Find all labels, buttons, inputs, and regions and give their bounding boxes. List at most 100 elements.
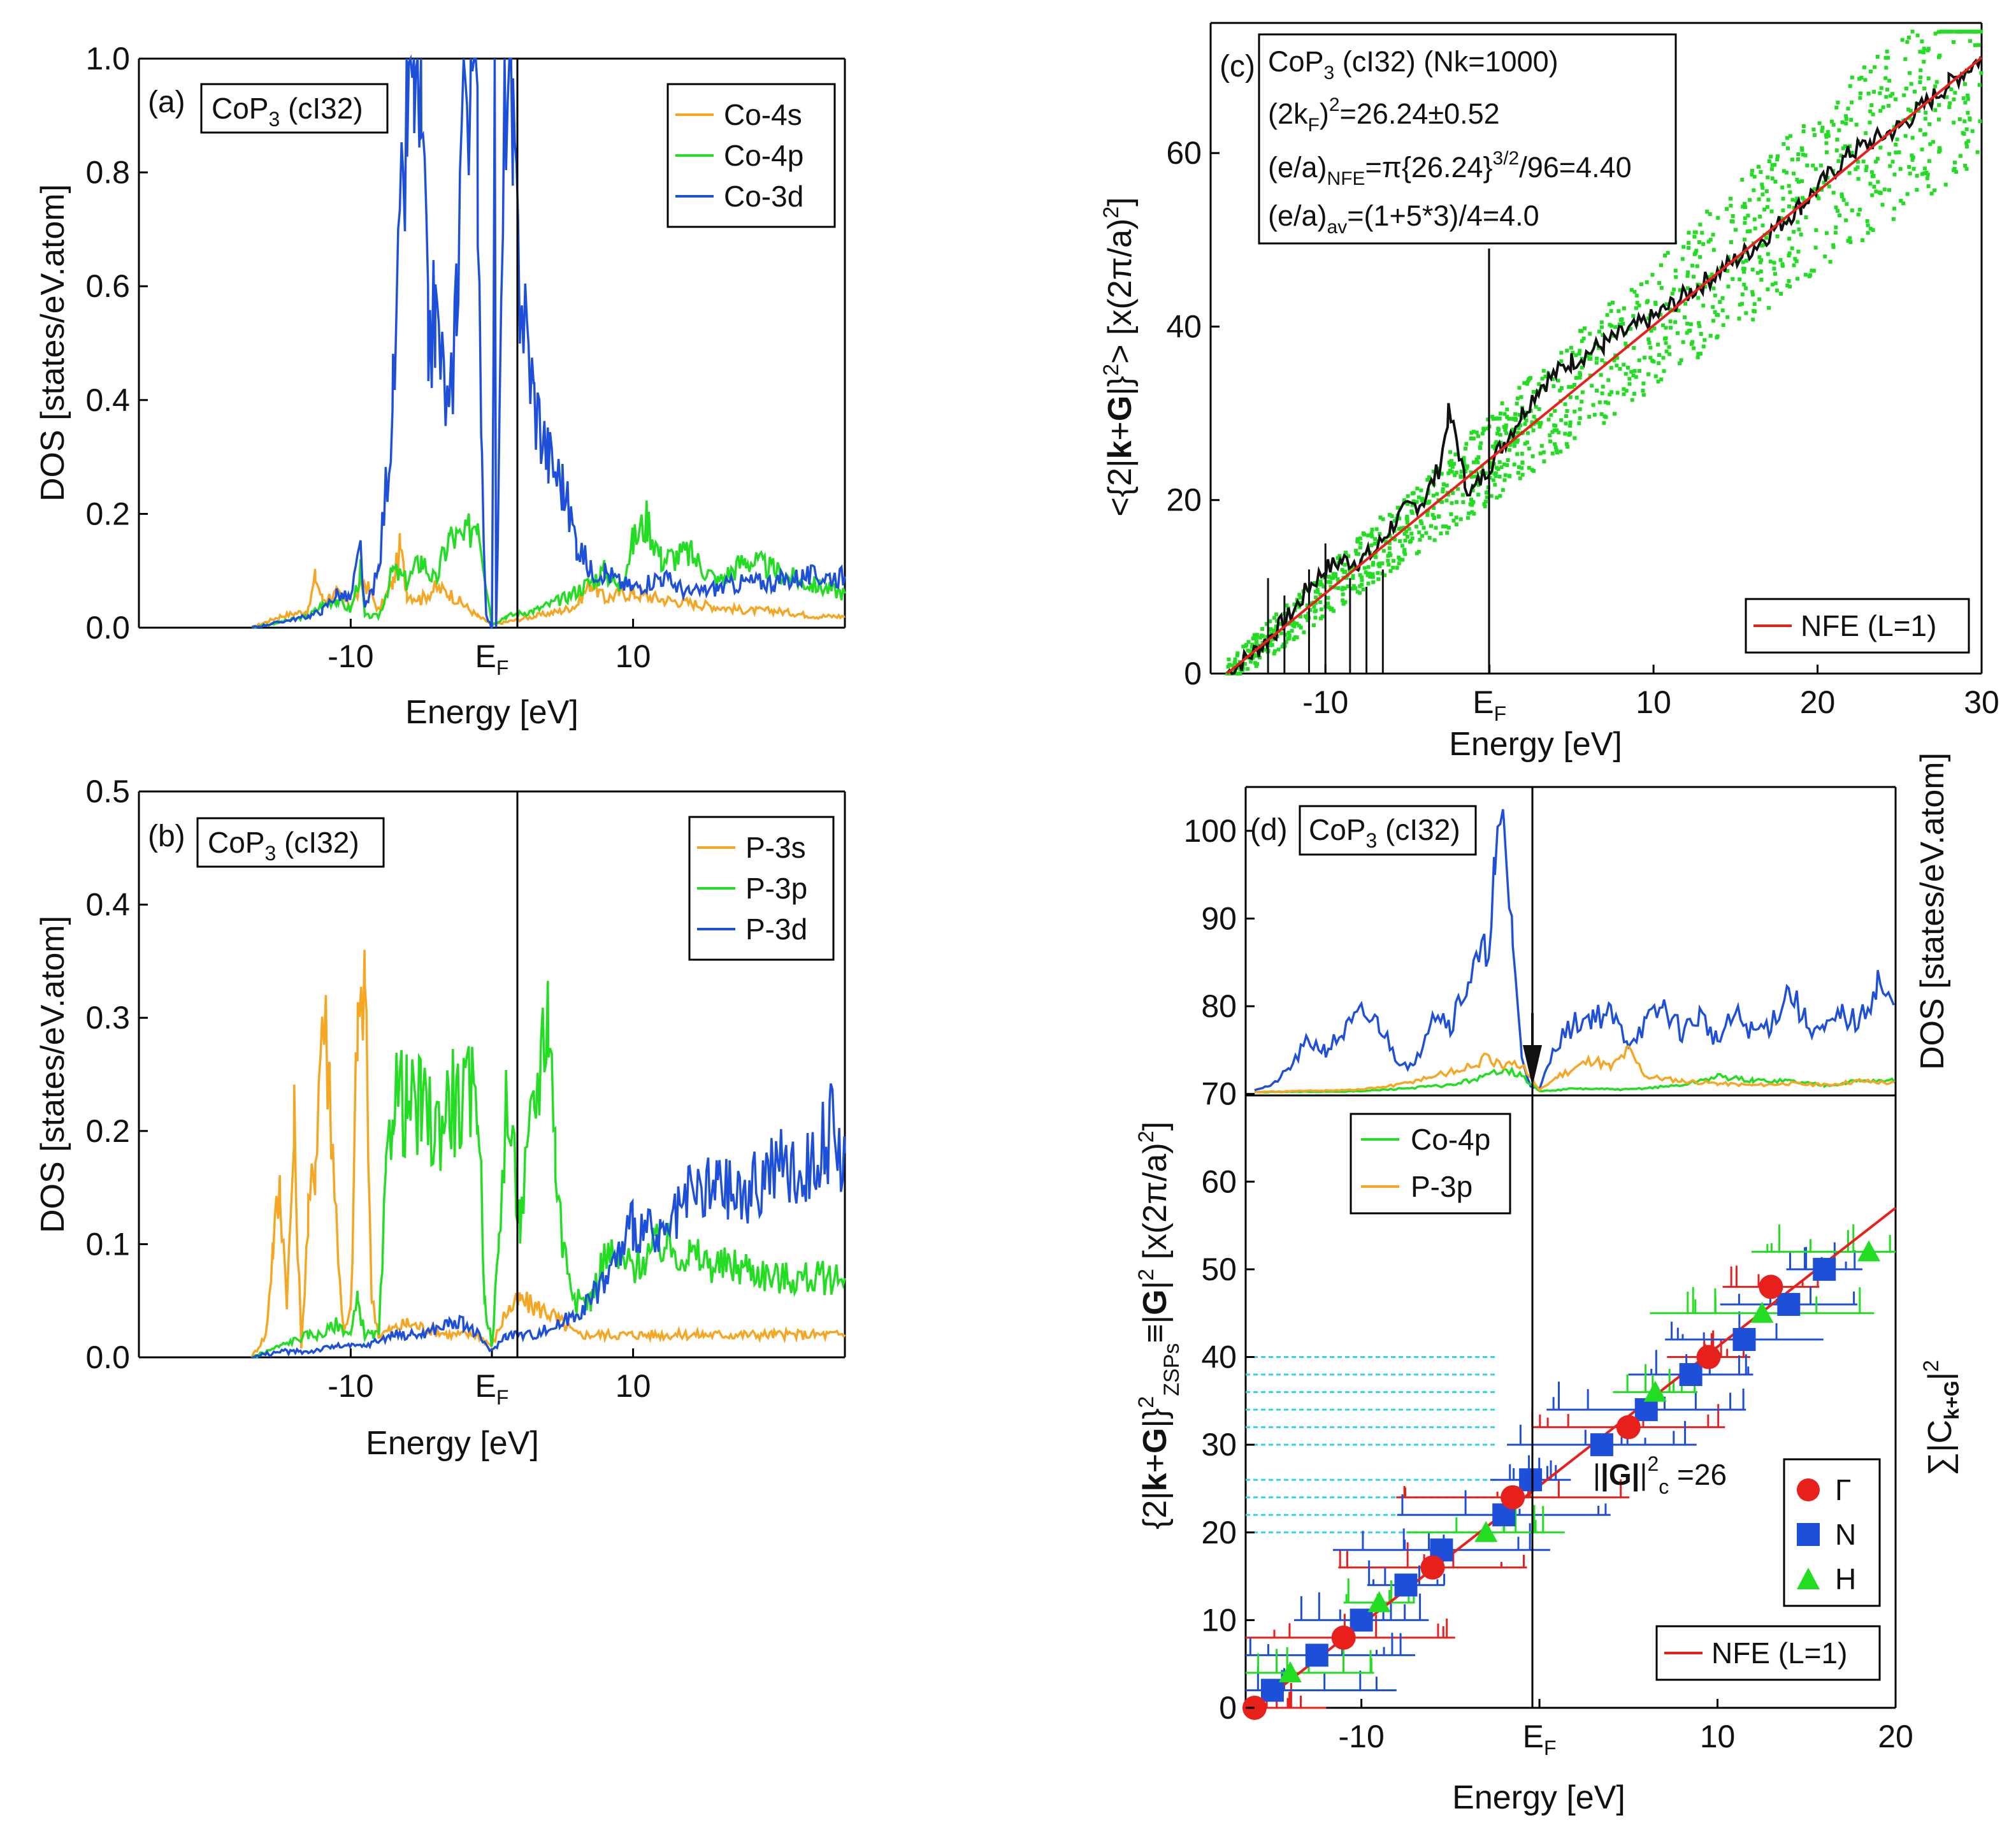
scatter-point	[1668, 307, 1673, 312]
scatter-point	[1555, 428, 1559, 433]
scatter-point	[1390, 514, 1394, 518]
scatter-point	[1820, 129, 1824, 133]
scatter-point	[1627, 382, 1632, 386]
scatter-point	[1757, 255, 1762, 259]
scatter-point	[1708, 238, 1713, 242]
scatter-point	[1694, 230, 1698, 235]
scatter-point	[1834, 105, 1839, 110]
scatter-point	[1864, 168, 1868, 173]
scatter-point	[1848, 236, 1852, 240]
scatter-point	[1920, 40, 1924, 43]
y-tick-label: 100	[1184, 813, 1237, 849]
scatter-point	[1740, 301, 1744, 306]
scatter-point	[1495, 495, 1499, 500]
scatter-point	[1320, 614, 1325, 619]
scatter-point	[1275, 619, 1279, 623]
scatter-point	[1469, 475, 1474, 479]
scatter-point	[1328, 580, 1332, 584]
scatter-point	[1650, 273, 1655, 277]
scatter-point	[1362, 566, 1367, 570]
scatter-point	[1431, 469, 1436, 473]
scatter-point	[1890, 92, 1895, 96]
scatter-point	[1591, 403, 1595, 407]
scatter-point	[1424, 531, 1429, 535]
scatter-point	[1779, 216, 1783, 220]
scatter-point	[1646, 316, 1650, 321]
scatter-point	[1887, 188, 1891, 192]
scatter-point	[1525, 380, 1530, 384]
scatter-point	[1517, 386, 1522, 390]
y-tick-label: 0.0	[85, 1339, 130, 1375]
scatter-point	[1939, 29, 1943, 34]
scatter-point	[1780, 264, 1785, 268]
scatter-point	[1841, 198, 1846, 202]
scatter-point	[1381, 517, 1385, 521]
scatter-point	[1952, 97, 1956, 101]
scatter-point	[1232, 661, 1237, 665]
scatter-point	[1792, 229, 1796, 234]
scatter-point	[1415, 486, 1420, 491]
scatter-point	[1297, 623, 1301, 628]
scatter-point	[1751, 317, 1755, 322]
scatter-point	[1465, 516, 1470, 520]
scatter-point	[1725, 315, 1730, 319]
scatter-point	[1348, 569, 1352, 574]
scatter-point	[1681, 340, 1685, 344]
legend-label: Co-3d	[724, 180, 803, 213]
scatter-point	[1276, 647, 1281, 652]
scatter-point	[1738, 277, 1742, 282]
scatter-point	[1563, 402, 1567, 407]
scatter-point	[1565, 442, 1569, 446]
scatter-point	[1313, 616, 1318, 620]
scatter-point	[1291, 623, 1295, 628]
scatter-point	[1718, 300, 1722, 304]
scatter-point	[1875, 55, 1880, 59]
scatter-point	[1367, 572, 1372, 576]
scatter-point	[1731, 214, 1735, 218]
scatter-point	[1434, 526, 1438, 530]
scatter-point	[1664, 349, 1669, 354]
y-tick-label: 60	[1166, 135, 1202, 171]
scatter-point	[1559, 350, 1564, 355]
scatter-point	[1792, 206, 1796, 210]
legend-label: P-3p	[745, 872, 807, 905]
scatter-point	[1523, 442, 1527, 446]
scatter-point	[1692, 346, 1696, 350]
panel-c-annotation-box	[1258, 33, 1677, 245]
scatter-point	[1631, 314, 1636, 318]
panel-b-series	[250, 949, 846, 1359]
scatter-point	[1760, 223, 1765, 227]
scatter-point	[1833, 231, 1838, 235]
scatter-point	[1678, 288, 1682, 292]
x-tick-label: 20	[1800, 684, 1836, 720]
scatter-point	[1557, 430, 1561, 435]
scatter-point	[1583, 326, 1587, 331]
scatter-point	[1517, 412, 1522, 417]
scatter-point	[1392, 559, 1396, 563]
scatter-point	[1915, 187, 1919, 192]
scatter-point	[1235, 672, 1239, 675]
scatter-point	[1908, 171, 1912, 176]
scatter-point	[1497, 474, 1502, 479]
scatter-point	[1788, 134, 1792, 138]
legend-gamma-label: Γ	[1835, 1473, 1851, 1506]
scatter-point	[1454, 523, 1458, 526]
scatter-point	[1359, 575, 1364, 579]
scatter-point	[1750, 290, 1755, 294]
scatter-point	[1407, 526, 1411, 531]
panel-d-dos-curves	[1254, 809, 1896, 1094]
scatter-point	[1366, 533, 1371, 538]
scatter-point	[1569, 345, 1573, 350]
panel-c-annotation-title: CoP3 (cI32) (Nk=1000)	[1268, 45, 1559, 83]
x-tick-label: -10	[1302, 684, 1348, 720]
scatter-point	[1701, 344, 1706, 349]
gamma-point	[1420, 1555, 1445, 1580]
scatter-point	[1760, 192, 1765, 197]
scatter-point	[1629, 370, 1634, 374]
gamma-point	[1501, 1485, 1525, 1510]
scatter-point	[1919, 75, 1923, 80]
scatter-point	[1900, 38, 1904, 42]
panel-a-series	[251, 54, 846, 630]
scatter-point	[1922, 59, 1926, 64]
scatter-point	[1388, 569, 1393, 574]
